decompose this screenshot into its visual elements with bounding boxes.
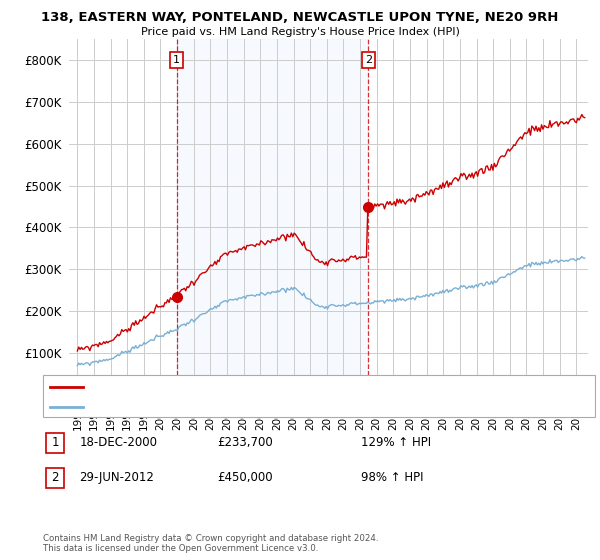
Text: 1: 1 (52, 436, 59, 450)
Text: 129% ↑ HPI: 129% ↑ HPI (361, 436, 431, 450)
Text: 2: 2 (52, 471, 59, 484)
Text: 2: 2 (365, 55, 372, 65)
Text: 138, EASTERN WAY, PONTELAND, NEWCASTLE UPON TYNE, NE20 9RH: 138, EASTERN WAY, PONTELAND, NEWCASTLE U… (41, 11, 559, 24)
Text: Price paid vs. HM Land Registry's House Price Index (HPI): Price paid vs. HM Land Registry's House … (140, 27, 460, 37)
Text: 18-DEC-2000: 18-DEC-2000 (79, 436, 157, 450)
Text: 1: 1 (173, 55, 180, 65)
Text: HPI: Average price, detached house, Northumberland: HPI: Average price, detached house, Nort… (88, 402, 350, 412)
Bar (176, 39, 368, 395)
Text: 138, EASTERN WAY, PONTELAND, NEWCASTLE UPON TYNE, NE20 9RH (detached house): 138, EASTERN WAY, PONTELAND, NEWCASTLE U… (88, 382, 520, 392)
Text: 98% ↑ HPI: 98% ↑ HPI (361, 471, 424, 484)
Text: £233,700: £233,700 (217, 436, 273, 450)
Text: Contains HM Land Registry data © Crown copyright and database right 2024.
This d: Contains HM Land Registry data © Crown c… (43, 534, 379, 553)
Text: £450,000: £450,000 (217, 471, 273, 484)
Text: 29-JUN-2012: 29-JUN-2012 (79, 471, 154, 484)
